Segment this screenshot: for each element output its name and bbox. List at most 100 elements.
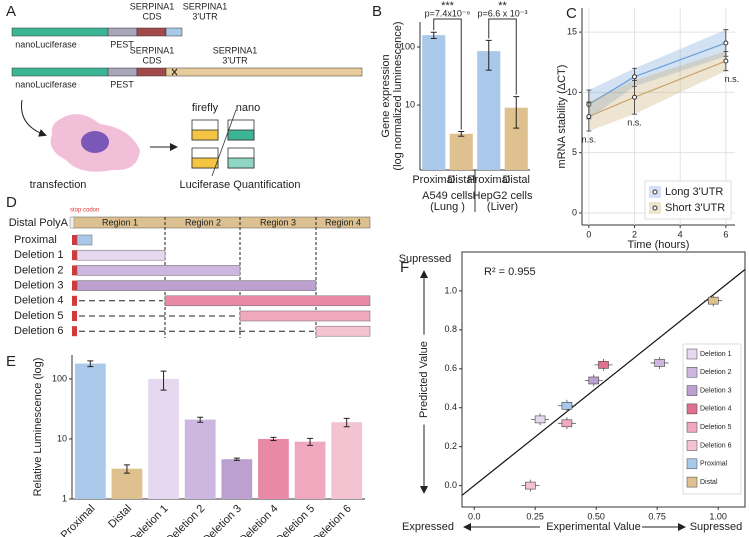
- error-bar: [458, 131, 465, 137]
- utr-label: SERPINA1: [183, 1, 228, 11]
- legend-label: Deletion 1: [700, 351, 732, 358]
- legend-marker: [652, 205, 658, 211]
- point: [586, 114, 592, 119]
- y-tick-label: 1.0: [444, 285, 457, 295]
- y-axis-label: Gene expression: [380, 54, 392, 137]
- x-tick-label: Deletion 6: [310, 503, 354, 537]
- legend-label: Distal: [700, 479, 718, 486]
- legend-swatch: [686, 458, 698, 470]
- identity-line: [461, 269, 746, 496]
- x-tick-label: 4: [678, 229, 683, 239]
- x-tick-label: 1.00: [709, 511, 727, 521]
- y-tick-label: 0.4: [444, 402, 457, 412]
- panel-label: D: [6, 194, 17, 211]
- legend-swatch: [686, 385, 698, 396]
- x-tick-label: Proximal: [59, 503, 98, 537]
- stop-mark: [171, 68, 178, 76]
- utr-label: 3'UTR: [222, 55, 248, 65]
- x-axis-label: Time (hours): [628, 239, 690, 251]
- x-tick-label: 0.75: [648, 511, 666, 521]
- bar: [477, 51, 501, 170]
- point: [632, 74, 638, 80]
- legend-label: Deletion 6: [700, 442, 732, 449]
- x-tick-label: 6: [723, 229, 728, 239]
- point-box: [598, 361, 609, 369]
- point-box: [588, 376, 600, 385]
- significance-bracket: [433, 18, 462, 130]
- luciferase-box: [11, 27, 109, 37]
- x-tick-label: Deletion 2: [164, 503, 208, 537]
- bar: [184, 419, 216, 499]
- legend-swatch: [686, 476, 698, 488]
- row-label: Deletion 6: [14, 325, 64, 337]
- legend-swatch: [686, 440, 698, 451]
- legend-label: Deletion 4: [700, 406, 732, 413]
- legend-swatch: [686, 348, 698, 360]
- confidence-band: [588, 51, 726, 131]
- utr-label: 3'UTR: [192, 11, 218, 21]
- bar: [74, 363, 106, 499]
- confidence-band: [588, 29, 726, 119]
- tube-label: nano: [236, 102, 260, 114]
- y-tick-label: 1: [62, 493, 67, 503]
- group-label: A549 cells: [422, 190, 473, 202]
- luciferase-label: nanoLuciferase: [15, 79, 77, 89]
- cds-label: SERPINA1: [130, 45, 175, 55]
- point-box: [654, 359, 665, 367]
- panel-a: A SERPINA1 CDS SERPINA1 3'UTR nanoLucife…: [6, 1, 363, 191]
- error-bar: [197, 416, 204, 423]
- arrow: [20, 99, 47, 137]
- x-tick-label: Distal: [502, 174, 530, 186]
- x-tick-label: 0.0: [468, 511, 481, 521]
- point-box: [561, 419, 573, 428]
- x-end-label: Supressed: [690, 521, 743, 533]
- error-bar: [160, 370, 167, 391]
- y-tick-label: 10: [57, 433, 67, 443]
- retained-span: [76, 249, 166, 261]
- point: [723, 40, 729, 46]
- panel-label: C: [566, 5, 577, 22]
- retained-span: [76, 234, 93, 246]
- row-label: Deletion 4: [14, 295, 64, 307]
- error-bar: [307, 437, 314, 446]
- cds-label: CDS: [142, 55, 161, 65]
- x-tick-label: Deletion 4: [237, 503, 281, 537]
- y-tick-label: 0.6: [444, 363, 457, 373]
- legend-box: [682, 343, 742, 495]
- legend-swatch: [686, 403, 698, 415]
- panel-label: A: [6, 3, 16, 20]
- bar: [294, 441, 326, 499]
- legend-label: Proximal: [700, 461, 728, 468]
- y-axis-label: Predicted Value: [418, 341, 430, 418]
- x-tick-label: 0.50: [587, 511, 605, 521]
- y-tick-label: 0.0: [444, 480, 457, 490]
- y-axis-label: Relative Luminescence (log): [32, 358, 44, 497]
- step-label: Luciferase Quantification: [179, 179, 300, 191]
- annotation: n.s.: [582, 134, 597, 144]
- tubes: [191, 109, 255, 177]
- error-bar: [123, 464, 130, 474]
- region-label: Region 1: [102, 217, 138, 227]
- region-label: Region 2: [185, 217, 221, 227]
- pest-box: [107, 27, 138, 37]
- legend-label: Long 3'UTR: [665, 186, 723, 198]
- y-tick-label: 10: [405, 99, 415, 109]
- error-bar: [513, 96, 520, 129]
- retained-span: [76, 265, 241, 276]
- bar: [111, 468, 143, 499]
- y-tick-label: 10: [567, 87, 577, 97]
- point: [723, 58, 729, 64]
- x-axis-label: Experimental Value: [546, 521, 641, 533]
- row-label: Deletion 1: [14, 249, 64, 261]
- cds-label: CDS: [142, 11, 161, 21]
- annotation: n.s.: [725, 74, 740, 84]
- step-label: transfection: [30, 179, 87, 191]
- bar: [504, 107, 528, 170]
- bar: [258, 438, 289, 499]
- group-label: (Liver): [487, 201, 518, 213]
- x-tick-label: Distal: [106, 503, 134, 531]
- bar: [449, 133, 473, 170]
- x-end-label: Expressed: [402, 521, 454, 533]
- luciferase-label: nanoLuciferase: [15, 39, 77, 49]
- row-label: Deletion 2: [14, 264, 64, 276]
